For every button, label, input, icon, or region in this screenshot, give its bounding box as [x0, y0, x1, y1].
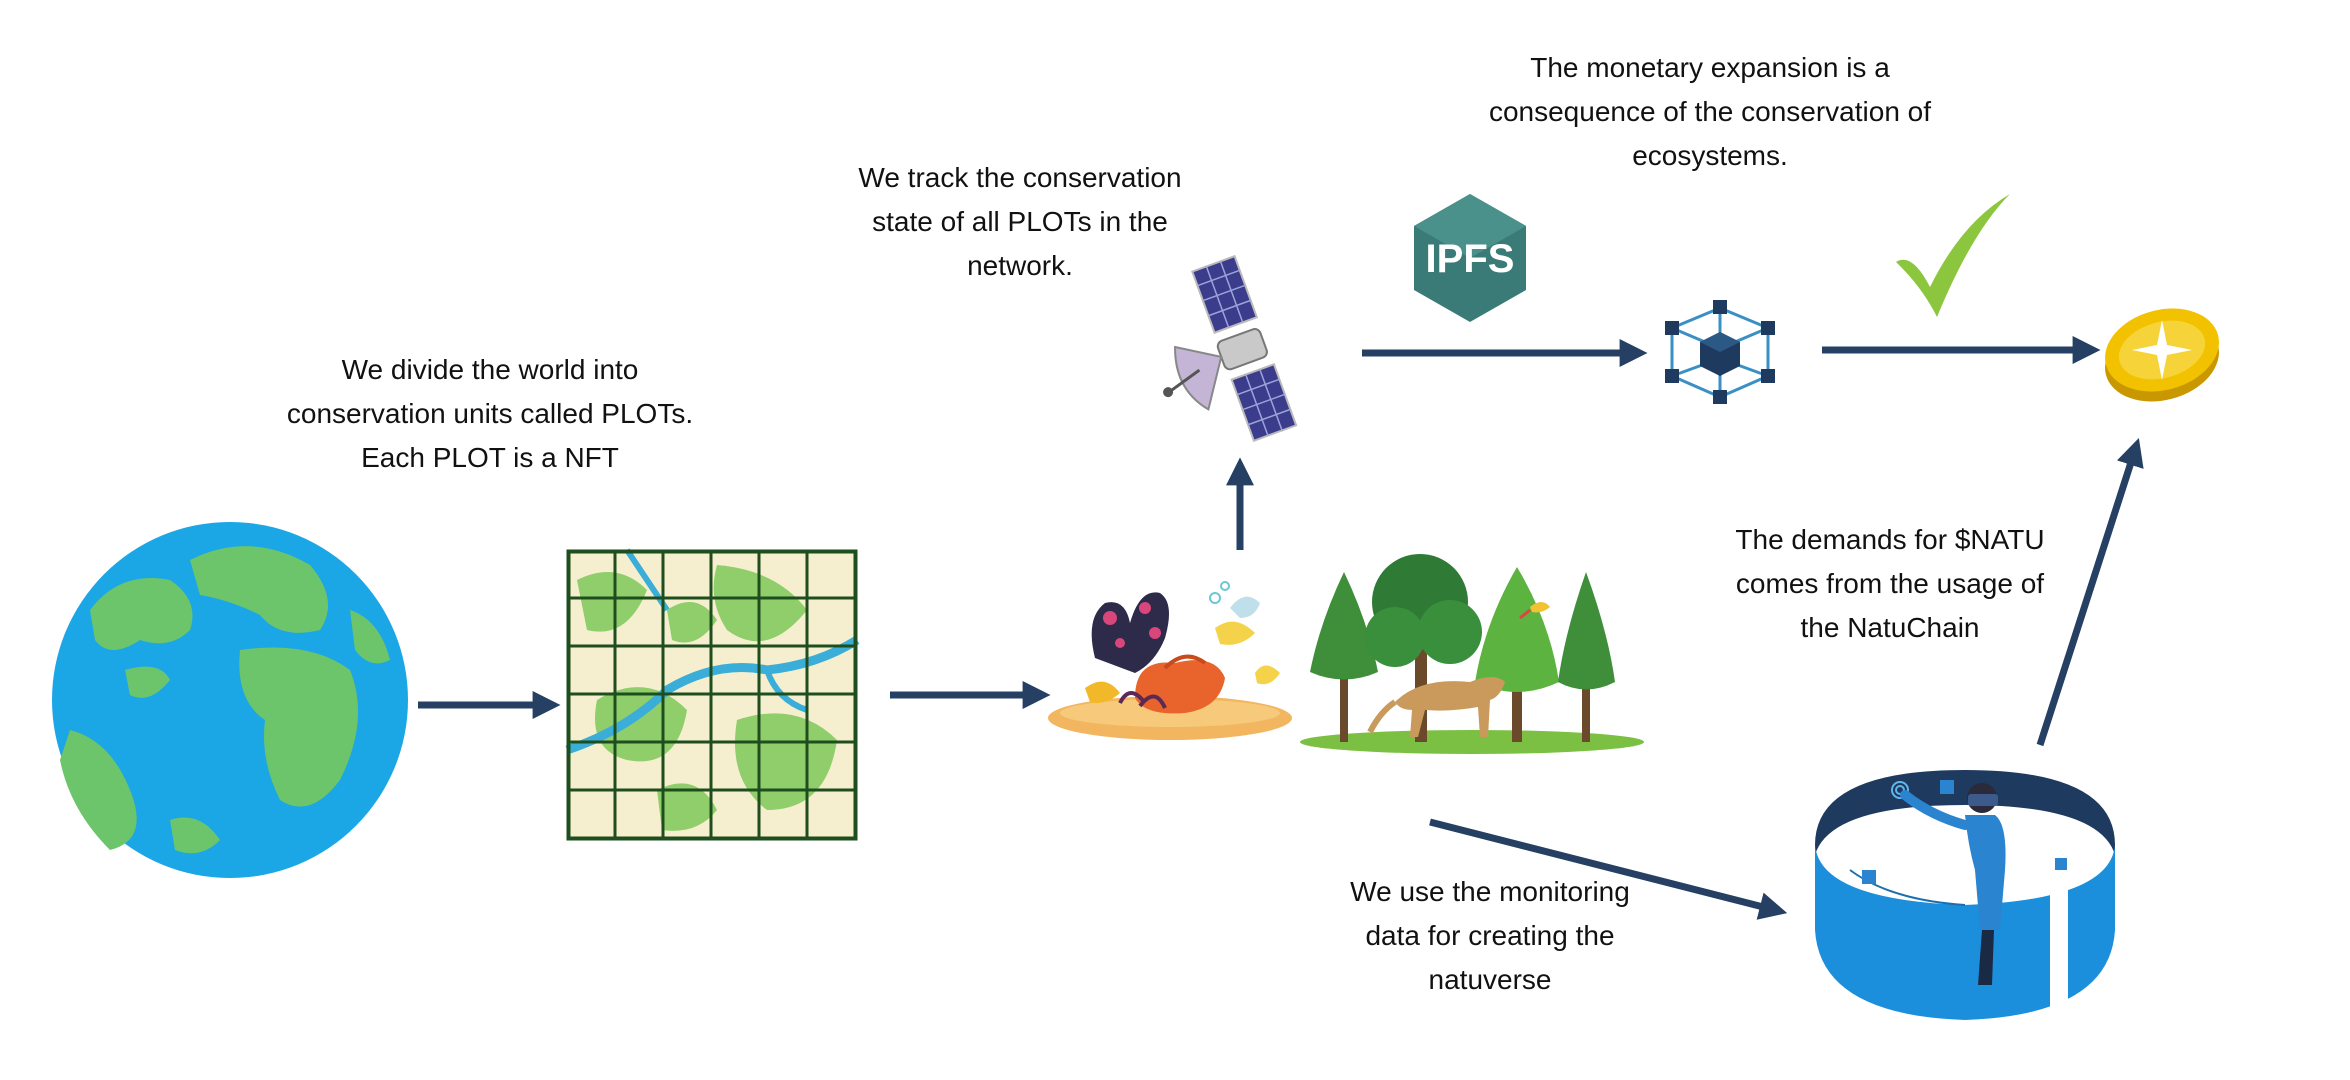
vr-person-in-ring-icon [1815, 770, 2115, 1025]
caption-divide-world: We divide the world into conservation un… [286, 354, 694, 473]
caption-monetary-expansion: The monetary expansion is a consequence … [1488, 52, 1932, 171]
earth-globe-icon [52, 522, 408, 878]
satellite-icon [1163, 254, 1298, 443]
forest-with-puma-icon [1300, 554, 1644, 754]
plot-grid-map-icon [565, 548, 860, 841]
ipfs-label: IPFS [1426, 237, 1515, 281]
ipfs-hexagon-icon: IPFS [1414, 194, 1526, 322]
coral-reef-icon [1048, 581, 1292, 740]
caption-track-plots: We track the conservation state of all P… [858, 162, 1182, 281]
caption-natu-demand: The demands for $NATU comes from the usa… [1735, 524, 2045, 643]
gold-coin-icon [2105, 308, 2219, 402]
blockchain-cubes-icon [1665, 300, 1775, 404]
checkmark-icon [1896, 194, 2010, 317]
caption-natuverse: We use the monitoring data for creating … [1350, 876, 1630, 995]
